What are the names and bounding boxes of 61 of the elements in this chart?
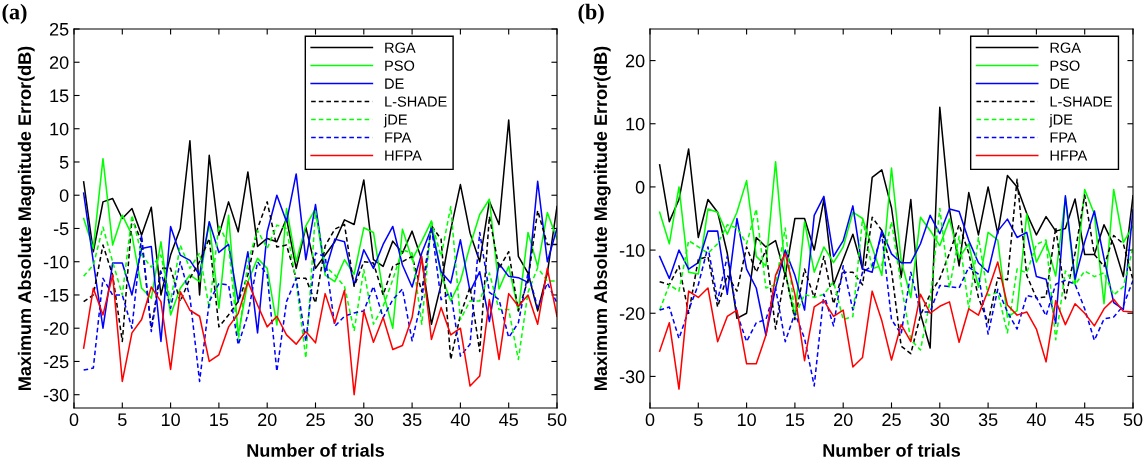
- x-tick-label: 25: [882, 413, 901, 427]
- x-axis-title: Number of trials: [247, 443, 384, 457]
- legend-label: RGA: [1050, 42, 1081, 53]
- legend-label: L-SHADE: [385, 96, 447, 107]
- legend-label: DE: [1050, 78, 1070, 89]
- legend-label: FPA: [385, 132, 412, 143]
- x-tick-label: 50: [547, 413, 567, 427]
- x-tick-label: 25: [306, 413, 325, 427]
- x-tick-label: 15: [210, 413, 229, 427]
- legend-label: FPA: [1050, 132, 1077, 143]
- legend-label: RGA: [385, 42, 416, 53]
- y-axis-title: Maximum Absolute Magnitude Error(dB): [593, 46, 611, 390]
- y-tick-label: -25: [43, 355, 69, 369]
- legend-label: DE: [385, 78, 404, 89]
- x-tick-label: 5: [694, 413, 703, 427]
- y-tick-label: -10: [619, 244, 645, 257]
- y-tick-label: -30: [619, 370, 645, 384]
- y-tick-label: -5: [53, 222, 69, 236]
- y-tick-label: 25: [49, 22, 69, 36]
- line-series: [82, 255, 557, 396]
- y-tick-label: 5: [59, 156, 69, 169]
- x-axis-title: Number of trials: [823, 443, 960, 457]
- legend-label: PSO: [1050, 60, 1080, 71]
- x-tick-label: 0: [69, 413, 79, 427]
- y-tick-label: 15: [50, 89, 69, 103]
- x-tick-label: 35: [978, 413, 998, 427]
- y-tick-label: 20: [625, 54, 645, 68]
- x-tick-label: 15: [786, 413, 805, 427]
- x-tick-label: 20: [834, 413, 853, 427]
- legend-label: HFPA: [385, 150, 422, 161]
- y-tick-label: -15: [43, 289, 69, 302]
- legend-label: jDE: [1049, 114, 1073, 128]
- y-tick-label: 0: [59, 189, 69, 202]
- x-tick-label: 40: [450, 413, 470, 427]
- x-tick-label: 40: [1026, 413, 1046, 427]
- y-axis-title: Maximum Absolute Magnitude Error(dB): [17, 46, 35, 390]
- x-tick-label: 0: [645, 413, 655, 427]
- legend-label: PSO: [385, 60, 415, 71]
- y-tick-label: -20: [43, 322, 69, 335]
- x-tick-label: 30: [354, 413, 374, 427]
- x-tick-label: 20: [258, 413, 277, 427]
- x-tick-label: 35: [402, 413, 422, 427]
- chart-title: (b): [578, 3, 604, 24]
- y-tick-label: -20: [619, 307, 645, 320]
- y-tick-label: 10: [626, 117, 645, 131]
- y-tick-label: 20: [49, 56, 69, 69]
- y-tick-label: 10: [50, 122, 69, 136]
- y-tick-label: 0: [635, 180, 645, 194]
- legend-label: jDE: [383, 114, 407, 128]
- x-tick-label: 10: [737, 413, 756, 427]
- x-tick-label: 50: [1123, 413, 1143, 427]
- y-tick-label: -10: [43, 255, 69, 269]
- x-tick-label: 45: [499, 413, 518, 427]
- legend-label: HFPA: [1050, 150, 1088, 161]
- x-tick-label: 30: [930, 413, 950, 427]
- x-tick-label: 45: [1075, 413, 1094, 427]
- x-tick-label: 5: [118, 413, 127, 427]
- legend-label: L-SHADE: [1050, 96, 1112, 107]
- x-tick-label: 10: [161, 413, 180, 427]
- y-tick-label: -30: [43, 388, 69, 402]
- chart-title: (a): [2, 3, 27, 24]
